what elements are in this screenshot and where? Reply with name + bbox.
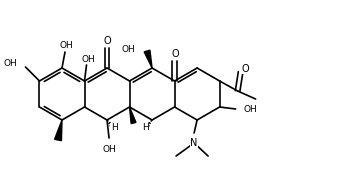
Polygon shape <box>144 50 152 68</box>
Text: H: H <box>142 124 148 133</box>
Text: OH: OH <box>59 42 73 50</box>
Text: O: O <box>172 49 179 59</box>
Polygon shape <box>55 120 62 141</box>
Text: N: N <box>190 138 198 148</box>
Text: OH: OH <box>121 44 135 54</box>
Text: OH: OH <box>82 55 95 63</box>
Text: O: O <box>242 64 250 74</box>
Text: OH: OH <box>102 146 116 154</box>
Text: O: O <box>103 36 111 46</box>
Text: OH: OH <box>244 105 257 113</box>
Text: OH: OH <box>4 60 17 68</box>
Text: H: H <box>111 124 118 133</box>
Polygon shape <box>130 107 136 124</box>
